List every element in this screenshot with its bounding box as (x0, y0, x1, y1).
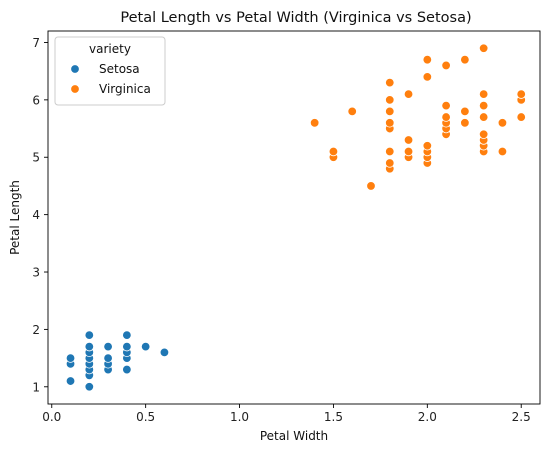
scatter-point-virginica (497, 146, 508, 157)
plot-marks (65, 43, 526, 392)
scatter-point-virginica (478, 89, 489, 99)
scatter-point-virginica (385, 106, 395, 117)
scatter-point-virginica (422, 54, 433, 65)
scatter-point-virginica (309, 118, 320, 128)
plot-frame (47, 30, 541, 405)
scatter-point-virginica (478, 100, 489, 111)
scatter-point-setosa (84, 341, 95, 352)
scatter-point-virginica (441, 100, 451, 111)
scatter-point-virginica (441, 60, 451, 71)
scatter-point-virginica (516, 112, 526, 122)
scatter-point-setosa (65, 353, 76, 363)
y-axis-label: Petal Length (8, 180, 22, 255)
y-tick-label: 6 (32, 93, 40, 107)
x-tick-label: 0.0 (42, 410, 61, 424)
scatter-point-virginica (460, 54, 470, 65)
scatter-point-setosa (140, 341, 151, 352)
chart-title: Petal Length vs Petal Width (Virginica v… (120, 10, 471, 26)
y-tick-label: 5 (32, 151, 40, 165)
x-tick-label: 2.0 (418, 410, 437, 424)
scatter-point-virginica (478, 129, 489, 139)
scatter-point-virginica (385, 77, 395, 88)
scatter-point-setosa (159, 347, 170, 358)
scatter-point-virginica (460, 118, 470, 128)
y-tick-label: 2 (32, 323, 40, 337)
scatter-point-setosa (122, 341, 132, 352)
scatter-point-setosa (84, 382, 95, 392)
legend-title: variety (89, 42, 131, 56)
scatter-point-setosa (122, 330, 132, 340)
x-tick-label: 2.5 (512, 410, 531, 424)
y-tick-label: 3 (32, 266, 40, 280)
scatter-point-setosa (84, 330, 95, 340)
scatter-point-setosa (103, 353, 113, 363)
y-axis: 1 2 3 4 5 6 7 (32, 36, 48, 394)
legend-label-virginica: Virginica (99, 82, 151, 96)
scatter-point-virginica (497, 118, 508, 128)
scatter-point-virginica (403, 135, 414, 145)
scatter-point-setosa (103, 341, 113, 352)
legend: variety Setosa Virginica (54, 36, 166, 106)
scatter-point-virginica (516, 89, 526, 99)
x-axis-label: Petal Width (260, 429, 328, 443)
legend-box (54, 36, 166, 106)
scatter-point-virginica (347, 106, 357, 117)
legend-marker-setosa (70, 64, 80, 74)
scatter-point-setosa (122, 364, 132, 375)
scatter-point-virginica (460, 106, 470, 117)
y-tick-label: 1 (32, 380, 40, 394)
scatter-point-virginica (385, 158, 395, 168)
legend-label-setosa: Setosa (99, 62, 140, 76)
scatter-point-virginica (403, 89, 414, 99)
scatter-point-virginica (385, 146, 395, 157)
scatter-point-virginica (366, 181, 376, 191)
scatter-point-virginica (422, 141, 433, 151)
scatter-point-virginica (385, 95, 395, 105)
y-tick-label: 7 (32, 36, 40, 50)
scatter-point-virginica (478, 43, 489, 53)
scatter-point-virginica (422, 72, 433, 82)
scatter-point-virginica (441, 112, 451, 122)
y-tick-label: 4 (32, 208, 40, 222)
scatter-point-virginica (403, 146, 414, 157)
x-tick-label: 1.5 (324, 410, 343, 424)
scatter-point-virginica (478, 112, 489, 122)
scatter-point-virginica (328, 146, 339, 157)
x-axis: 0.0 0.5 1.0 1.5 2.0 2.5 (42, 404, 531, 424)
x-tick-label: 1.0 (230, 410, 249, 424)
legend-marker-virginica (70, 84, 80, 94)
scatter-point-virginica (385, 118, 395, 128)
scatter-point-setosa (65, 376, 76, 386)
x-tick-label: 0.5 (136, 410, 155, 424)
